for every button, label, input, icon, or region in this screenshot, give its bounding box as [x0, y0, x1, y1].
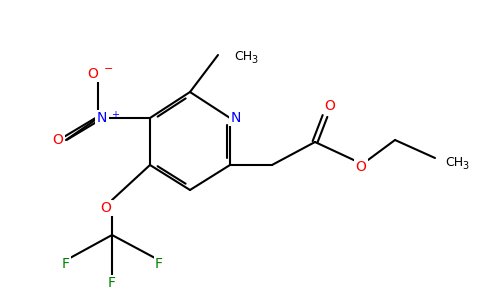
Text: N: N: [97, 111, 107, 125]
Text: O: O: [53, 133, 63, 147]
Text: +: +: [111, 110, 119, 120]
Text: F: F: [108, 276, 116, 290]
Text: N: N: [231, 111, 241, 125]
Text: F: F: [62, 257, 70, 271]
Text: 3: 3: [251, 55, 257, 65]
Text: −: −: [104, 64, 113, 74]
Text: O: O: [101, 201, 111, 215]
Text: 3: 3: [462, 161, 468, 171]
Text: O: O: [325, 99, 335, 113]
Text: CH: CH: [234, 50, 252, 64]
Text: CH: CH: [445, 157, 463, 169]
Text: O: O: [356, 160, 366, 174]
Text: F: F: [155, 257, 163, 271]
Text: O: O: [88, 67, 98, 81]
